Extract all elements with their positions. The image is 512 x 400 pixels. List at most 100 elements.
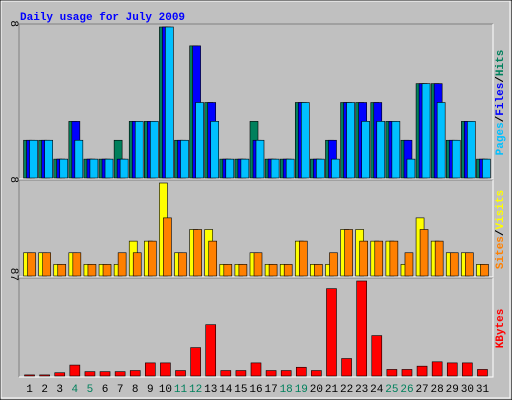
bar	[376, 121, 386, 179]
bar	[104, 158, 114, 179]
bar	[59, 158, 69, 179]
x-tick-label: 24	[370, 384, 384, 396]
bar	[359, 240, 368, 277]
x-tick-label: 8	[132, 384, 139, 396]
bar	[361, 121, 370, 179]
bar	[89, 158, 99, 179]
bar	[268, 264, 278, 277]
bar	[416, 365, 428, 377]
x-tick-label: 29	[446, 384, 459, 396]
bar	[114, 371, 126, 377]
legend: KBytes	[495, 309, 507, 349]
bar	[163, 217, 172, 277]
bar	[54, 372, 66, 377]
bar	[346, 102, 355, 179]
bar	[57, 264, 67, 277]
bar	[311, 370, 322, 377]
legend-entry: KBytes	[495, 309, 507, 349]
x-tick-label: 6	[102, 384, 109, 396]
bar	[446, 362, 458, 377]
bar	[270, 158, 280, 179]
x-tick-label: 7	[117, 384, 124, 396]
bar	[406, 158, 416, 179]
x-tick-label: 9	[147, 384, 154, 396]
bar	[300, 102, 310, 179]
legend-separator: /	[495, 76, 507, 83]
bar	[421, 83, 431, 179]
chart-title: Daily usage for July 2009	[20, 12, 185, 24]
bar	[145, 362, 156, 377]
bar	[465, 252, 474, 277]
panel-bevel	[18, 23, 493, 179]
x-tick-label: 19	[295, 384, 308, 396]
bar	[205, 324, 217, 377]
bar	[134, 121, 144, 179]
bar	[178, 252, 187, 277]
bar	[150, 121, 159, 179]
x-tick-label: 4	[72, 384, 79, 396]
bar	[329, 252, 338, 277]
x-tick-label: 10	[159, 384, 172, 396]
bar	[389, 240, 399, 277]
bar	[44, 139, 53, 179]
bar	[341, 358, 352, 377]
x-tick-label: 15	[234, 384, 247, 396]
legend-entry: Visits	[495, 190, 507, 230]
bar	[119, 158, 129, 179]
panel-bevel	[18, 277, 493, 377]
bar	[29, 139, 38, 179]
bar	[265, 370, 277, 377]
bar	[235, 370, 247, 377]
bar	[283, 264, 293, 277]
y-tick-label: 87	[7, 268, 19, 281]
panel-bevel	[19, 278, 494, 378]
bar	[285, 158, 295, 179]
legend-entry: Pages	[495, 122, 507, 155]
x-tick-label: 3	[56, 384, 63, 396]
bar	[434, 240, 444, 277]
bar	[404, 252, 414, 277]
bar	[165, 26, 174, 179]
bar	[298, 240, 308, 277]
bar	[223, 264, 233, 277]
bar	[190, 347, 201, 377]
bar	[314, 264, 323, 277]
legend-entry: Sites	[495, 236, 507, 269]
bar	[240, 158, 250, 179]
legend: Pages/Files/Hits	[495, 50, 507, 156]
x-tick-label: 23	[355, 384, 368, 396]
bar	[356, 280, 367, 377]
x-tick-label: 18	[280, 384, 293, 396]
bar	[238, 264, 248, 277]
bar	[467, 121, 476, 179]
x-tick-label: 13	[204, 384, 217, 396]
bar	[69, 364, 81, 377]
bar	[462, 362, 473, 377]
bar	[208, 240, 218, 277]
bar	[344, 229, 353, 277]
bar	[250, 362, 262, 377]
bar	[210, 121, 220, 179]
x-tick-label: 17	[264, 384, 277, 396]
bar	[87, 264, 97, 277]
bar	[102, 264, 112, 277]
bar	[374, 240, 384, 277]
bar	[431, 361, 443, 377]
bar	[449, 252, 459, 277]
bar	[220, 370, 232, 377]
bar	[401, 369, 413, 377]
panel	[19, 278, 493, 377]
bar	[99, 371, 111, 377]
bar	[84, 371, 96, 377]
legend: Sites/Visits	[495, 190, 507, 269]
bar	[280, 370, 292, 377]
bar	[371, 335, 383, 377]
x-tick-label: 1	[26, 384, 33, 396]
bar	[160, 362, 171, 377]
x-tick-label: 11	[174, 384, 188, 396]
bar	[482, 158, 491, 179]
bar	[27, 252, 36, 277]
bar	[175, 370, 186, 377]
